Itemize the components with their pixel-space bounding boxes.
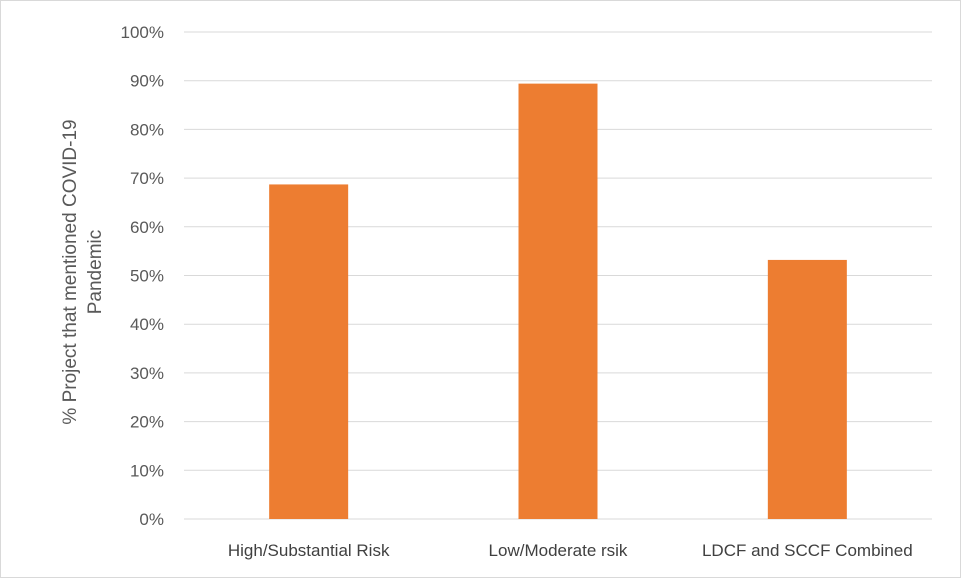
y-axis-title-line: % Project that mentioned COVID-19: [60, 119, 81, 424]
y-axis-title-line: Pandemic: [85, 230, 106, 315]
bar: [767, 259, 847, 519]
x-axis-category-labels: High/Substantial Risk Low/Moderate rsik LD…: [228, 541, 913, 560]
bars: [269, 83, 847, 519]
y-tick-label: 50%: [130, 267, 164, 286]
y-tick-label: 90%: [130, 72, 164, 91]
y-tick-label: 10%: [130, 461, 164, 480]
y-tick-label: 0%: [139, 510, 164, 529]
y-tick-label: 30%: [130, 364, 164, 383]
y-tick-label: 100%: [121, 23, 164, 42]
y-tick-label: 40%: [130, 315, 164, 334]
bar: [518, 83, 598, 519]
x-category-label: Low/Moderate rsik: [489, 541, 628, 560]
x-category-label: LDCF and SCCF Combined: [702, 541, 913, 560]
y-axis-tick-labels: 0% 10% 20% 30% 40% 50% 60% 70% 80% 90% 100%: [121, 23, 164, 529]
bar: [269, 184, 349, 519]
y-tick-label: 60%: [130, 218, 164, 237]
x-category-label: High/Substantial Risk: [228, 541, 390, 560]
y-axis-title: % Project that mentioned COVID-19 Pandemi…: [60, 119, 106, 424]
y-tick-label: 70%: [130, 169, 164, 188]
y-tick-label: 80%: [130, 120, 164, 139]
y-tick-label: 20%: [130, 413, 164, 432]
